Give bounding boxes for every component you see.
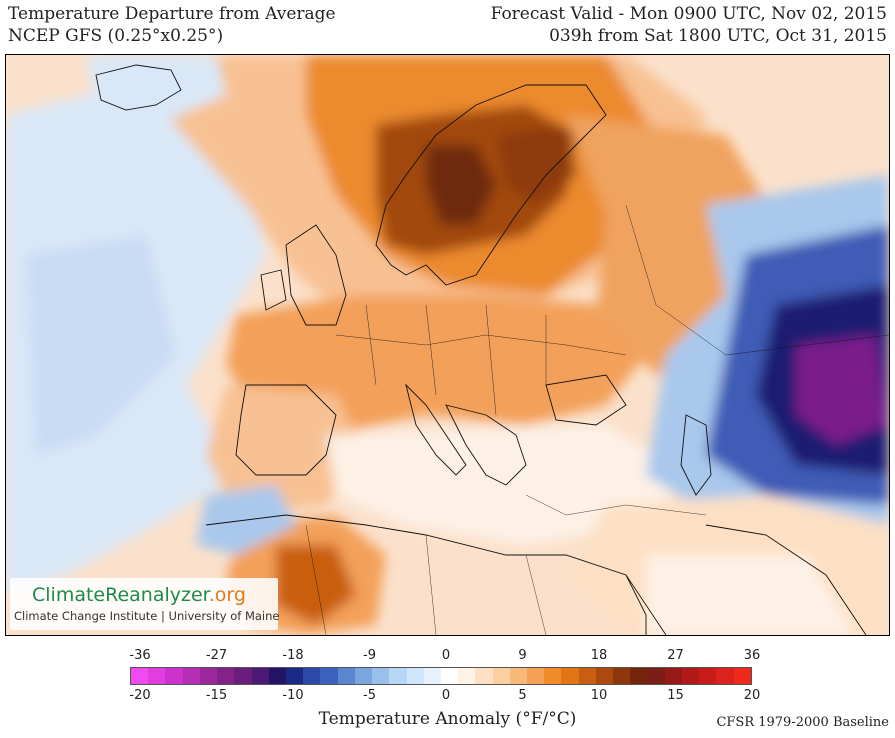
colorbar-segment (647, 668, 665, 684)
celsius-tick-label: -10 (282, 688, 304, 703)
header-valid-time: Forecast Valid - Mon 0900 UTC, Nov 02, 2… (490, 4, 887, 24)
fahrenheit-tick-label: -36 (129, 648, 151, 663)
red-sea-coast (625, 574, 667, 635)
colorbar-segment (406, 668, 424, 684)
colorbar-segment (303, 668, 321, 684)
caspian-coast (680, 414, 712, 496)
fahrenheit-tick-label: 9 (518, 648, 527, 663)
asia-cold-purple (796, 335, 886, 445)
colorbar-segment (234, 668, 252, 684)
colorbar-segment (561, 668, 579, 684)
scandinavia-dark (426, 145, 496, 225)
logo-subtitle: Climate Change Institute | University of… (14, 609, 280, 623)
colorbar-segment (716, 668, 734, 684)
borders (305, 204, 889, 635)
colorbar-segment (544, 668, 562, 684)
celsius-tick-label: -20 (129, 688, 151, 703)
fahrenheit-tick-label: -9 (363, 648, 376, 663)
colorbar-segment (199, 668, 218, 684)
celsius-tick-label: 0 (441, 688, 451, 703)
celsius-tick-label: 10 (590, 688, 608, 703)
british-isles-coast (260, 224, 347, 326)
colorbar-segment (578, 668, 596, 684)
colorbar-segment (285, 668, 304, 684)
sahara-warm-core (276, 545, 356, 625)
fahrenheit-tick-label: -27 (205, 648, 228, 663)
colorbar-segment (320, 668, 338, 684)
fahrenheit-tick-label: 18 (590, 648, 608, 663)
colorbar-segment (251, 668, 269, 684)
atlantic-cool-core (26, 235, 176, 455)
colorbar-segment (527, 668, 545, 684)
iberia-warm (206, 385, 366, 515)
iberia-coast (235, 384, 337, 476)
colorbar-segment (699, 668, 717, 684)
logo-background (10, 578, 278, 630)
greenland-cool (86, 55, 226, 125)
scandinavia-coast (375, 84, 607, 286)
colorbar-segment (613, 668, 631, 684)
colorbar-segment (182, 668, 200, 684)
colorbar-segment (337, 668, 355, 684)
colorbar-segment (475, 668, 493, 684)
africa-north-coast (205, 514, 647, 635)
colorbar-segment (630, 668, 648, 684)
celsius-tick-label: 15 (667, 688, 684, 703)
coastlines (95, 64, 867, 635)
header-model: NCEP GFS (0.25°x0.25°) (8, 26, 224, 46)
colorbar-segment (682, 668, 700, 684)
celsius-tick-label: 5 (518, 688, 527, 703)
colorbar-segment (595, 668, 614, 684)
colorbar-segment (423, 668, 441, 684)
colorbar-segment (440, 668, 459, 684)
colorbar-segment (458, 668, 476, 684)
finland-brown (496, 125, 576, 205)
iceland-coast (95, 64, 182, 111)
colorbar-segment (217, 668, 235, 684)
celsius-tick-label: -5 (363, 688, 376, 703)
colorbar-segment (165, 668, 183, 684)
colorbar-segment (733, 668, 751, 684)
legend-title: Temperature Anomaly (°F/°C) (318, 709, 577, 729)
header-lead-time: 039h from Sat 1800 UTC, Oct 31, 2015 (549, 26, 887, 46)
balkans-coast (445, 404, 527, 486)
anomaly-map[interactable] (5, 54, 890, 636)
climate-reanalyzer-logo[interactable]: ClimateReanalyzer.org (32, 584, 246, 606)
fahrenheit-tick-label: 27 (667, 648, 684, 663)
colorbar (130, 667, 752, 685)
celsius-tick-label: 20 (743, 688, 761, 703)
logo-suffix: .org (208, 584, 246, 606)
colorbar-segment (148, 668, 166, 684)
baseline-note: CFSR 1979-2000 Baseline (716, 715, 889, 730)
map-canvas (6, 55, 889, 635)
fahrenheit-tick-label: 0 (441, 648, 451, 663)
colorbar-segment (354, 668, 373, 684)
colorbar-segment (389, 668, 407, 684)
fahrenheit-tick-label: -18 (282, 648, 304, 663)
fahrenheit-tick-label: 36 (743, 648, 761, 663)
colorbar-segment (131, 668, 149, 684)
colorbar-segment (492, 668, 510, 684)
arabia-coast (705, 524, 867, 635)
colorbar-segment (664, 668, 682, 684)
celsius-tick-label: -15 (205, 688, 228, 703)
italy-coast (405, 383, 467, 476)
black-sea-coast (545, 374, 627, 426)
colorbar-segment (509, 668, 528, 684)
header-title: Temperature Departure from Average (8, 4, 336, 24)
logo-name: ClimateReanalyzer (32, 584, 209, 606)
colorbar-segment (372, 668, 390, 684)
arabia-neutral (646, 555, 856, 635)
colorbar-segment (268, 668, 286, 684)
